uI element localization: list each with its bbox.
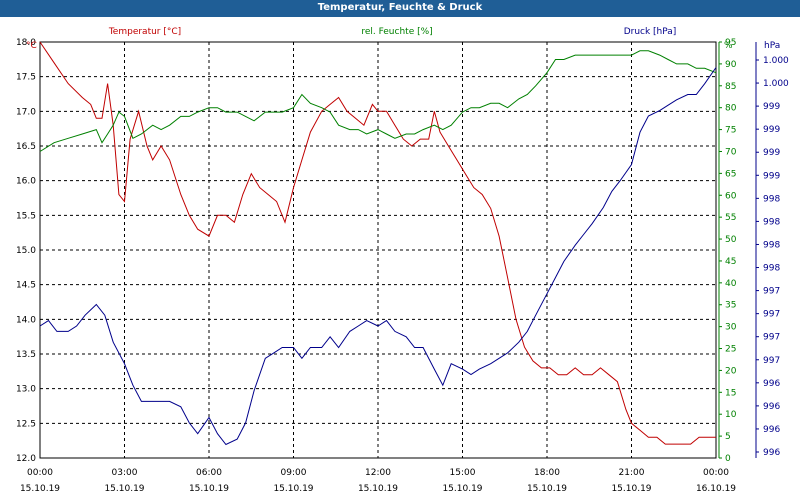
pressure-tick-label: 1.000 bbox=[763, 79, 789, 89]
pressure-tick-label: 997 bbox=[763, 310, 780, 320]
pressure-axis-title: Druck [hPa] bbox=[624, 27, 677, 37]
pressure-tick-label: 1.000 bbox=[763, 56, 789, 66]
series-layer bbox=[39, 41, 717, 446]
humidity-tick-label: 10 bbox=[725, 410, 737, 420]
humidity-tick-label: 70 bbox=[725, 147, 737, 157]
humidity-tick-label: 85 bbox=[725, 82, 736, 92]
grid bbox=[40, 42, 716, 458]
humidity-tick-label: 15 bbox=[725, 388, 736, 398]
title-bar: Temperatur, Feuchte & Druck bbox=[0, 0, 800, 17]
pressure-tick-label: 998 bbox=[763, 240, 780, 250]
humidity-tick-label: 75 bbox=[725, 126, 736, 136]
pressure-unit-label: hPa bbox=[764, 41, 780, 51]
x-tick-date-label: 15.10.19 bbox=[273, 484, 313, 494]
temperature-axis-title: Temperatur [°C] bbox=[108, 27, 181, 37]
pressure-tick-label: 999 bbox=[763, 171, 780, 181]
x-tick-time-label: 00:00 bbox=[703, 468, 729, 478]
humidity-tick-label: 35 bbox=[725, 301, 736, 311]
temperature-tick-label: 13.5 bbox=[16, 350, 36, 360]
humidity-tick-label: 0 bbox=[725, 454, 731, 464]
pressure-tick-label: 996 bbox=[763, 379, 780, 389]
humidity-tick-label: 30 bbox=[725, 323, 737, 333]
pressure-axis: 1.000 1.000 999 999 999 999 998 998 998 998 997 997… bbox=[755, 42, 789, 458]
pressure-series-line bbox=[39, 67, 717, 446]
chart-title: Temperatur, Feuchte & Druck bbox=[317, 2, 483, 13]
x-tick-time-label: 09:00 bbox=[281, 468, 307, 478]
pressure-tick-label: 997 bbox=[763, 287, 780, 297]
x-tick-date-label: 15.10.19 bbox=[358, 484, 398, 494]
pressure-tick-label: 996 bbox=[763, 402, 780, 412]
humidity-tick-label: 5 bbox=[725, 432, 731, 442]
temperature-tick-label: 15.5 bbox=[16, 211, 36, 221]
temperature-series-line bbox=[39, 41, 716, 445]
humidity-tick-label: 65 bbox=[725, 169, 736, 179]
temperature-tick-label: 18.0 bbox=[16, 38, 36, 48]
x-tick-date-label: 15.10.19 bbox=[189, 484, 229, 494]
plot-frame bbox=[39, 41, 717, 459]
humidity-tick-label: 80 bbox=[725, 104, 737, 114]
humidity-tick-label: 95 bbox=[725, 38, 736, 48]
temperature-tick-label: 14.5 bbox=[16, 281, 36, 291]
temperature-unit-label: °C bbox=[26, 41, 37, 51]
temperature-tick-label: 15.0 bbox=[16, 246, 36, 256]
pressure-tick-label: 997 bbox=[763, 356, 780, 366]
x-tick-time-label: 21:00 bbox=[619, 468, 645, 478]
x-tick-time-label: 18:00 bbox=[534, 468, 560, 478]
x-tick-time-label: 00:00 bbox=[27, 468, 53, 478]
pressure-tick-label: 998 bbox=[763, 194, 780, 204]
x-tick-time-label: 12:00 bbox=[365, 468, 391, 478]
temperature-tick-label: 17.5 bbox=[16, 73, 36, 83]
x-tick-time-label: 15:00 bbox=[450, 468, 476, 478]
temperature-tick-label: 17.0 bbox=[16, 107, 36, 117]
temperature-tick-label: 12.5 bbox=[16, 419, 36, 429]
axis-labels: °C Temperatur [°C] rel. Feuchte [%] Druck [… bbox=[26, 27, 780, 51]
pressure-tick-label: 999 bbox=[763, 102, 780, 112]
humidity-tick-label: 50 bbox=[725, 235, 737, 245]
humidity-tick-label: 60 bbox=[725, 191, 737, 201]
pressure-tick-label: 996 bbox=[763, 448, 780, 458]
x-axis: 00:00 15.10.19 03:00 15.10.19 06:00 15.10.19 0… bbox=[20, 468, 736, 494]
x-tick-date-label: 15.10.19 bbox=[611, 484, 651, 494]
pressure-tick-label: 998 bbox=[763, 264, 780, 274]
humidity-tick-label: 45 bbox=[725, 257, 736, 267]
humidity-tick-label: 40 bbox=[725, 279, 737, 289]
humidity-tick-label: 55 bbox=[725, 213, 736, 223]
x-tick-date-label: 15.10.19 bbox=[20, 484, 60, 494]
pressure-tick-label: 999 bbox=[763, 148, 780, 158]
temperature-tick-label: 16.0 bbox=[16, 177, 36, 187]
humidity-axis-title: rel. Feuchte [%] bbox=[361, 27, 432, 37]
temperature-tick-label: 14.0 bbox=[16, 315, 36, 325]
humidity-unit-label: % bbox=[724, 41, 733, 51]
x-tick-time-label: 03:00 bbox=[112, 468, 138, 478]
x-tick-date-label: 15.10.19 bbox=[104, 484, 144, 494]
left-axis: 18.0 17.5 17.0 16.5 16.0 15.5 15.0 14.5 14.0 13.5… bbox=[16, 38, 36, 464]
temperature-tick-label: 13.0 bbox=[16, 385, 36, 395]
temperature-tick-label: 16.5 bbox=[16, 142, 36, 152]
x-tick-date-label: 15.10.19 bbox=[442, 484, 482, 494]
pressure-tick-label: 999 bbox=[763, 125, 780, 135]
x-tick-date-label: 15.10.19 bbox=[527, 484, 567, 494]
x-tick-date-label: 16.10.19 bbox=[696, 484, 736, 494]
humidity-tick-label: 25 bbox=[725, 345, 736, 355]
temperature-tick-label: 12.0 bbox=[16, 454, 36, 464]
pressure-tick-label: 996 bbox=[763, 425, 780, 435]
humidity-series-line bbox=[39, 50, 717, 152]
humidity-tick-label: 20 bbox=[725, 366, 737, 376]
x-tick-time-label: 06:00 bbox=[196, 468, 222, 478]
plot-border bbox=[39, 41, 717, 459]
humidity-tick-label: 90 bbox=[725, 60, 737, 70]
pressure-tick-label: 997 bbox=[763, 333, 780, 343]
pressure-tick-label: 998 bbox=[763, 217, 780, 227]
